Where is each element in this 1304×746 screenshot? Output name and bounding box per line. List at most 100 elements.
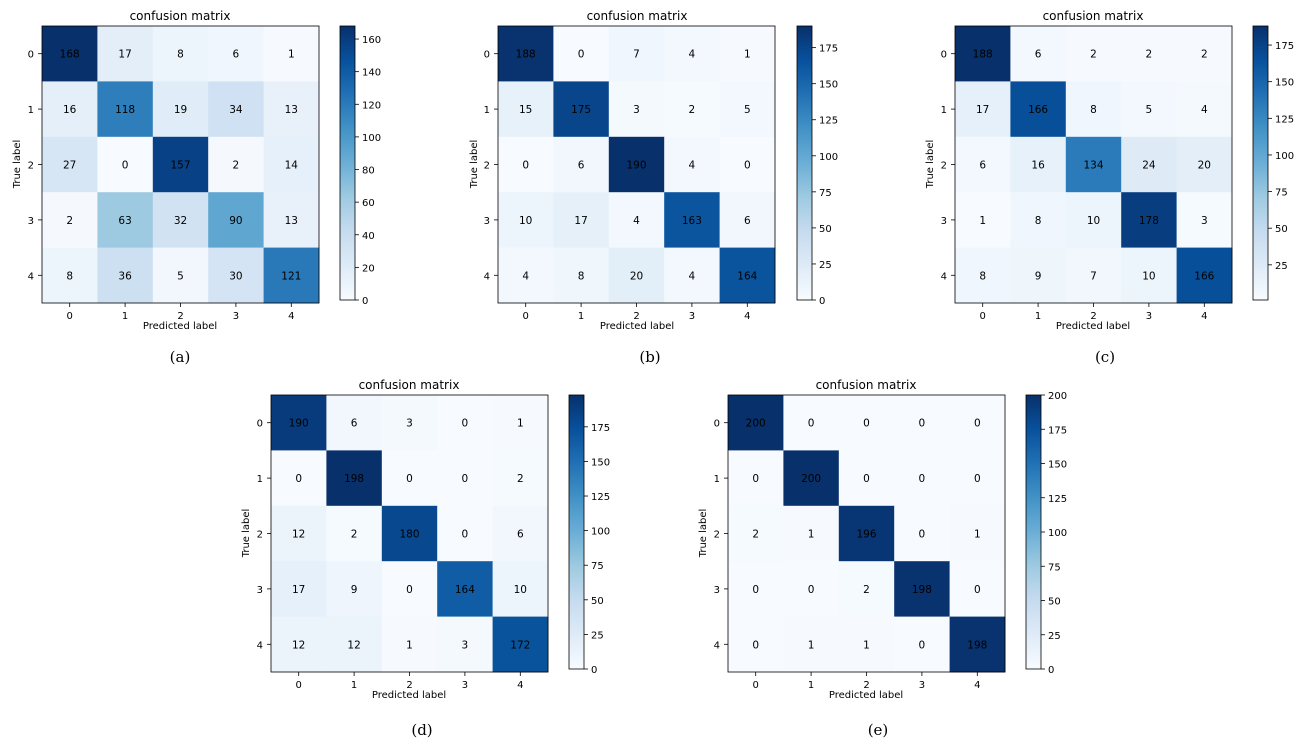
matrix-cell [437,616,493,673]
matrix-cell [152,136,209,193]
matrix-cell [608,81,665,138]
cell-value: 2 [1146,49,1153,61]
matrix-cell [719,247,776,304]
cell-value: 121 [281,270,301,282]
x-tick-labels: 0 1 2 3 4 [523,303,750,322]
matrix-cell [97,247,154,304]
cell-value: 1 [808,639,815,651]
y-tick-label: 1 [941,105,947,116]
cell-value: 3 [633,104,640,116]
matrix-cell [1121,247,1177,304]
matrix-cell [1121,26,1177,82]
cell-value: 63 [118,215,131,227]
cell-value: 10 [514,584,527,596]
matrix-cell [208,81,264,138]
cell-value: 0 [522,160,529,172]
colorbar-tick-label: 160 [362,35,381,46]
cell-value: 34 [229,104,243,116]
matrix-cell [381,616,438,673]
colorbar-tick-label: 175 [1275,41,1294,52]
cell-value: 4 [1201,104,1208,116]
matrix-cell [719,192,776,248]
cell-value: 17 [574,215,587,227]
matrix-cell [152,81,209,138]
cell-value: 0 [974,473,981,485]
cell-value: 196 [856,529,876,541]
matrix-cell [97,81,154,138]
matrix-cell [955,247,1011,304]
cell-value: 0 [919,473,926,485]
colorbar-gradient [1252,25,1269,301]
matrix-cell [955,81,1011,138]
cell-value: 0 [578,49,585,61]
matrix-cell [719,136,776,193]
colorbar-tick-label: 40 [362,231,375,242]
matrix-cell [42,26,98,82]
x-tick-label: 0 [980,311,986,322]
y-tick-label: 0 [484,50,490,61]
colorbar-tick-label: 120 [362,100,381,111]
cell-value: 0 [808,418,815,430]
cell-value: 4 [689,49,696,61]
matrix-cell [838,561,895,617]
matrix-cell [326,561,383,617]
matrix-cells: 188 6 2 2 217 166 8 5 46 16 134 24 201 8 10 178 38 9 7 10 16… [954,25,1233,304]
matrix-cell [326,616,383,673]
matrix-cell [271,616,327,673]
colorbar-tick-label: 25 [591,630,604,641]
cell-value: 1 [288,49,295,61]
matrix-cell [492,450,549,507]
y-tick-label: 3 [28,216,34,227]
cell-value: 1 [744,49,751,61]
matrix-cell [783,395,840,451]
x-tick-label: 1 [351,680,357,691]
matrix-cell [263,247,320,304]
colorbar-tick-label: 0 [362,296,368,307]
colorbar-tick-label: 75 [591,561,604,572]
matrix-cell [783,561,840,617]
matrix-cell [42,247,98,304]
y-tick-label: 0 [257,419,263,430]
y-tick-labels: 0 1 2 3 4 [28,50,42,282]
matrix-cell [1176,26,1233,82]
matrix-cell [955,26,1011,82]
y-tick-label: 3 [714,585,720,596]
matrix-cell [498,247,554,304]
y-tick-label: 1 [257,474,263,485]
colorbar-tick-label: 140 [362,68,381,79]
cell-value: 90 [229,215,242,227]
cell-value: 6 [233,49,240,61]
matrix-cell [381,505,438,562]
cell-value: 0 [462,418,469,430]
matrix-cell [553,26,610,82]
matrix-cell [664,247,720,304]
matrix-cell [608,136,665,193]
y-tick-labels: 0 1 2 3 4 [257,419,271,651]
matrix-cell [894,561,950,617]
cell-value: 36 [118,270,132,282]
matrix-cell [271,505,327,562]
cell-value: 0 [863,473,870,485]
matrix-cell [1121,136,1177,193]
matrix-cell [271,561,327,617]
cell-value: 3 [406,418,413,430]
cell-value: 0 [752,639,759,651]
matrix-cell [664,192,720,248]
matrix-title: confusion matrix [359,378,460,392]
x-tick-label: 1 [122,311,128,322]
cell-value: 3 [462,639,469,651]
cell-value: 0 [406,473,413,485]
cell-value: 12 [347,639,360,651]
matrix-cell [271,450,327,507]
cell-value: 10 [1087,215,1100,227]
x-axis-label: Predicted label [143,321,217,332]
cell-value: 2 [66,215,73,227]
cell-value: 0 [122,160,129,172]
cell-value: 0 [974,418,981,430]
colorbar: 0 25 50 75 100 125 150 175 [796,25,838,307]
cell-value: 190 [626,160,646,172]
cell-value: 6 [979,160,986,172]
matrix-cell [1176,192,1233,248]
cell-value: 157 [170,160,190,172]
x-tick-labels: 0 1 2 3 4 [296,672,523,691]
